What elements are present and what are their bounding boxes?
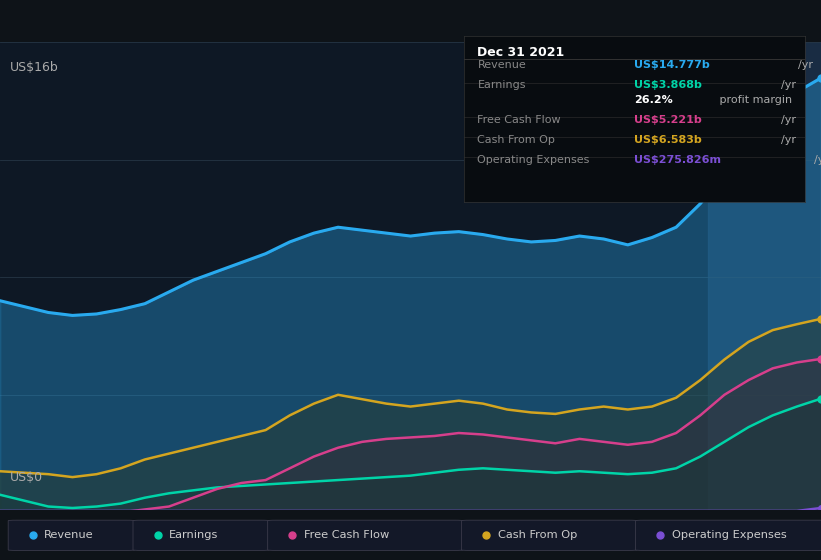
Text: Revenue: Revenue [478, 60, 526, 71]
Text: US$5.221b: US$5.221b [635, 115, 702, 125]
Text: US$6.583b: US$6.583b [635, 135, 702, 144]
Text: /yr: /yr [814, 155, 821, 165]
Text: Cash From Op: Cash From Op [478, 135, 555, 144]
Text: US$0: US$0 [10, 471, 43, 484]
Text: US$16b: US$16b [10, 61, 58, 74]
FancyBboxPatch shape [268, 520, 463, 550]
FancyBboxPatch shape [8, 520, 135, 550]
FancyBboxPatch shape [635, 520, 821, 550]
Text: Operating Expenses: Operating Expenses [672, 530, 787, 540]
Text: US$3.868b: US$3.868b [635, 80, 702, 90]
Text: /yr: /yr [782, 135, 796, 144]
Text: /yr: /yr [782, 80, 796, 90]
Text: profit margin: profit margin [716, 95, 792, 105]
FancyBboxPatch shape [461, 520, 637, 550]
Text: Free Cash Flow: Free Cash Flow [478, 115, 561, 125]
Text: Operating Expenses: Operating Expenses [478, 155, 589, 165]
FancyBboxPatch shape [133, 520, 269, 550]
Bar [708, 42, 821, 512]
Text: Dec 31 2021: Dec 31 2021 [478, 46, 565, 59]
Text: US$14.777b: US$14.777b [635, 60, 710, 71]
Text: Cash From Op: Cash From Op [498, 530, 577, 540]
Text: US$275.826m: US$275.826m [635, 155, 721, 165]
Text: Free Cash Flow: Free Cash Flow [304, 530, 389, 540]
Text: /yr: /yr [798, 60, 813, 71]
Text: 26.2%: 26.2% [635, 95, 673, 105]
Text: /yr: /yr [782, 115, 796, 125]
Text: Revenue: Revenue [44, 530, 94, 540]
Text: Earnings: Earnings [169, 530, 218, 540]
Text: Earnings: Earnings [478, 80, 526, 90]
